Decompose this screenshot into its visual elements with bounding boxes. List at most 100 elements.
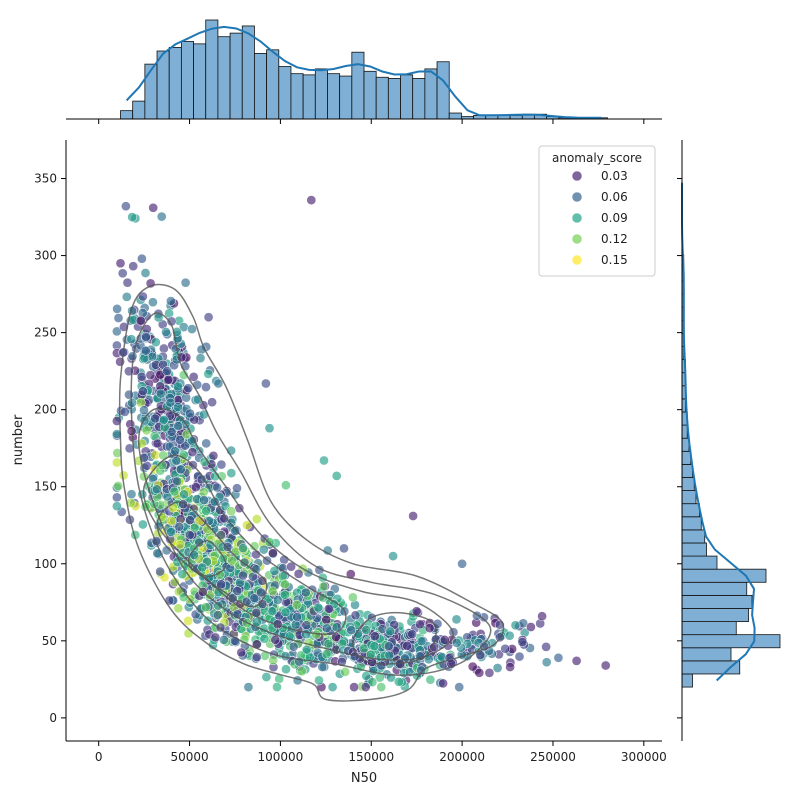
- y-histogram-bar: [681, 450, 692, 465]
- scatter-point: [202, 615, 213, 626]
- scatter-point: [127, 398, 137, 408]
- scatter-point: [306, 195, 317, 205]
- y-histogram-bar: [681, 542, 707, 557]
- x-tick-label: 250000: [530, 750, 576, 764]
- scatter-point: [388, 551, 398, 561]
- scatter-point: [179, 489, 189, 500]
- y-tick-label: 250: [34, 326, 57, 340]
- x-histogram-bar: [327, 73, 341, 120]
- y-histogram-bar: [681, 477, 695, 491]
- scatter-point: [251, 514, 262, 524]
- scatter-point: [383, 641, 394, 651]
- scatter-point: [269, 566, 280, 576]
- scatter-point: [321, 623, 332, 634]
- x-tick-label: 50000: [170, 750, 208, 764]
- marginal-y-histogram: [677, 140, 781, 741]
- scatter-point: [188, 372, 199, 382]
- scatter-point: [187, 324, 197, 334]
- scatter-point: [208, 450, 219, 461]
- scatter-point: [183, 628, 194, 639]
- scatter-point: [171, 455, 182, 466]
- scatter-point: [267, 606, 278, 617]
- scatter-point: [184, 530, 195, 540]
- kde-contour: [118, 283, 505, 702]
- scatter-point: [314, 675, 324, 686]
- axes: 0 50000 100000 150000 200000 250000 300000 0 50 1…: [34, 140, 667, 764]
- scatter-point: [238, 570, 248, 581]
- kde-contour: [130, 312, 492, 676]
- scatter-point: [166, 527, 176, 537]
- y-histogram-bar: [681, 529, 706, 544]
- scatter-point: [286, 561, 296, 572]
- scatter-point: [238, 543, 248, 554]
- scatter-point: [318, 581, 329, 592]
- scatter-point: [272, 595, 283, 605]
- scatter-point: [219, 513, 230, 524]
- scatter-point: [172, 476, 183, 487]
- scatter-point: [484, 668, 495, 678]
- scatter-point: [317, 662, 328, 672]
- x-tick-label: 0: [95, 750, 103, 764]
- x-histogram-bar: [156, 50, 170, 120]
- scatter-point: [280, 607, 291, 618]
- y-histogram-bar: [681, 503, 700, 518]
- scatter-point: [327, 682, 338, 692]
- scatter-point: [230, 526, 241, 536]
- scatter-point: [173, 402, 183, 412]
- scatter-point: [112, 457, 122, 468]
- x-histogram-bar: [412, 78, 426, 120]
- scatter-point: [152, 484, 162, 495]
- scatter-point: [321, 614, 332, 625]
- kde-contour: [156, 501, 268, 608]
- scatter-point: [451, 614, 462, 625]
- scatter-point: [194, 537, 205, 548]
- scatter-point: [331, 471, 342, 481]
- scatter-point: [281, 664, 291, 675]
- scatter-point: [112, 492, 122, 503]
- legend: anomaly_score 0.03 0.06 0.09 0.12 0.15: [538, 145, 656, 277]
- x-histogram-bar: [180, 41, 194, 120]
- y-tick-label: 300: [34, 249, 57, 263]
- x-histogram-bar: [302, 74, 316, 120]
- scatter-point: [195, 353, 206, 363]
- scatter-point: [203, 369, 214, 379]
- scatter-point: [138, 519, 148, 530]
- scatter-point: [439, 635, 450, 645]
- scatter-point: [126, 334, 137, 345]
- scatter-point: [571, 656, 582, 666]
- scatter-point: [112, 448, 123, 458]
- scatter-point: [148, 297, 158, 308]
- scatter-point: [323, 603, 334, 614]
- scatter-point: [280, 589, 290, 600]
- scatter-point: [288, 641, 299, 652]
- x-histogram-bar: [193, 43, 207, 120]
- x-histogram-bar: [120, 110, 134, 120]
- scatter-point: [454, 682, 465, 692]
- scatter-point: [259, 633, 270, 644]
- x-histogram-bar: [144, 63, 158, 120]
- scatter-point: [201, 438, 212, 449]
- scatter-point: [112, 429, 122, 439]
- scatter-point: [216, 459, 227, 470]
- scatter-point: [162, 366, 172, 376]
- x-histogram-bar: [424, 68, 438, 120]
- scatter-point: [185, 408, 195, 419]
- scatter-point: [257, 575, 268, 586]
- scatter-point: [360, 682, 371, 692]
- scatter-point: [416, 665, 427, 676]
- scatter-point: [242, 520, 252, 530]
- scatter-point: [319, 455, 329, 466]
- scatter-point: [145, 370, 156, 380]
- scatter-point: [212, 610, 223, 620]
- x-histogram-bar: [387, 78, 401, 120]
- scatter-point: [216, 530, 226, 540]
- scatter-point: [178, 592, 189, 603]
- x-histogram-bar: [254, 52, 268, 120]
- x-tick-label: 300000: [621, 750, 667, 764]
- y-tick-label: 50: [42, 634, 57, 648]
- scatter-point: [367, 677, 378, 687]
- y-histogram-bar: [681, 581, 748, 596]
- scatter-point: [236, 647, 247, 658]
- scatter-point: [189, 522, 200, 533]
- scatter-point: [112, 304, 122, 314]
